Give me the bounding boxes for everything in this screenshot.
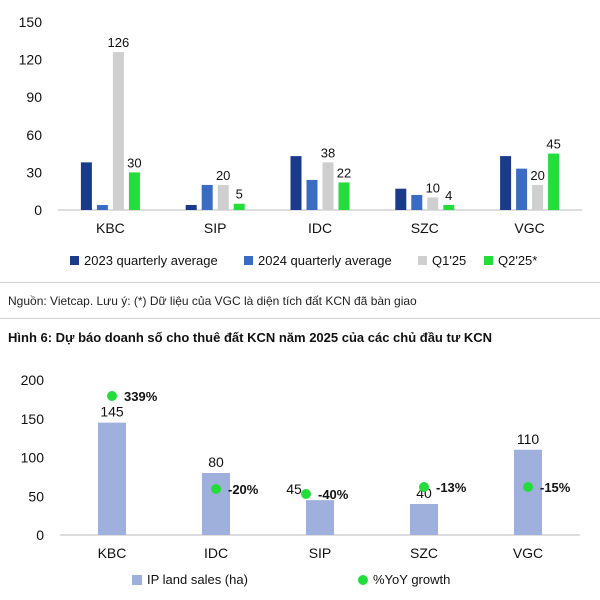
bar (201, 184, 213, 210)
growth-marker (211, 484, 221, 494)
category-label: IDC (308, 220, 332, 236)
legend-swatch (484, 256, 493, 265)
legend-marker (358, 575, 368, 585)
category-label: SZC (410, 545, 438, 561)
bar (338, 182, 350, 210)
growth-label: -13% (436, 480, 467, 495)
bar (411, 194, 423, 210)
bar (202, 473, 230, 535)
data-label: 45 (546, 137, 560, 152)
legend-label: Q2'25* (498, 253, 537, 268)
bar (443, 204, 455, 210)
y-tick-label: 100 (21, 450, 45, 466)
category-label: KBC (98, 545, 127, 561)
bar (306, 500, 334, 535)
category-label: IDC (204, 545, 228, 561)
data-label: 20 (216, 168, 230, 183)
bar (548, 153, 560, 210)
legend-label: 2024 quarterly average (258, 253, 392, 268)
y-tick-label: 30 (26, 164, 42, 180)
legend-swatch (244, 256, 253, 265)
legend-swatch (418, 256, 427, 265)
data-label: 126 (108, 35, 130, 50)
legend-label: IP land sales (ha) (147, 572, 248, 587)
y-tick-label: 50 (28, 488, 44, 504)
data-label: 5 (236, 187, 243, 202)
source-note: Nguồn: Vietcap. Lưu ý: (*) Dữ liệu của V… (8, 294, 417, 308)
bar (514, 449, 542, 535)
data-label: 30 (127, 155, 141, 170)
data-label: 20 (530, 168, 544, 183)
bar (306, 179, 318, 210)
figure-title: Hình 6: Dự báo doanh số cho thuê đất KCN… (8, 330, 493, 345)
category-label: VGC (513, 545, 543, 561)
legend-swatch (70, 256, 79, 265)
bar (233, 203, 245, 210)
y-tick-label: 200 (21, 372, 45, 388)
category-label: SIP (204, 220, 227, 236)
bar (532, 184, 544, 210)
bar (395, 188, 407, 210)
data-label: 4 (445, 188, 452, 203)
growth-marker (523, 482, 533, 492)
bar (516, 168, 528, 210)
bar (410, 504, 438, 535)
bar (128, 172, 140, 210)
bar (500, 156, 512, 210)
y-tick-label: 90 (26, 89, 42, 105)
category-label: KBC (96, 220, 125, 236)
bar (427, 197, 439, 210)
growth-label: -20% (228, 482, 259, 497)
growth-marker (301, 489, 311, 499)
separator-line (0, 282, 600, 283)
growth-label: 339% (124, 389, 158, 404)
data-label: 110 (517, 431, 540, 447)
legend-label: %YoY growth (373, 572, 450, 587)
data-label: 45 (286, 481, 302, 497)
category-label: SIP (309, 545, 332, 561)
growth-label: -40% (318, 487, 349, 502)
growth-marker (419, 482, 429, 492)
bar (80, 162, 92, 210)
category-label: VGC (514, 220, 544, 236)
data-label: 38 (321, 145, 335, 160)
category-label: SZC (411, 220, 439, 236)
bar (185, 204, 197, 210)
y-tick-label: 0 (34, 202, 42, 218)
bar (322, 162, 334, 210)
legend-swatch (132, 575, 142, 585)
data-label: 22 (337, 165, 351, 180)
bar (98, 422, 126, 535)
data-label: 80 (208, 454, 224, 470)
data-label: 10 (426, 180, 440, 195)
y-tick-label: 60 (26, 127, 42, 143)
y-tick-label: 120 (19, 52, 43, 68)
bar (290, 156, 302, 210)
legend-label: 2023 quarterly average (84, 253, 218, 268)
y-tick-label: 150 (21, 411, 45, 427)
separator-line (0, 318, 600, 319)
bar (112, 52, 124, 210)
growth-marker (107, 391, 117, 401)
legend-label: Q1'25 (432, 253, 466, 268)
bar (96, 204, 108, 210)
y-tick-label: 150 (19, 14, 43, 30)
growth-label: -15% (540, 480, 571, 495)
y-tick-label: 0 (36, 527, 44, 543)
bar (217, 184, 229, 210)
data-label: 145 (100, 404, 124, 420)
